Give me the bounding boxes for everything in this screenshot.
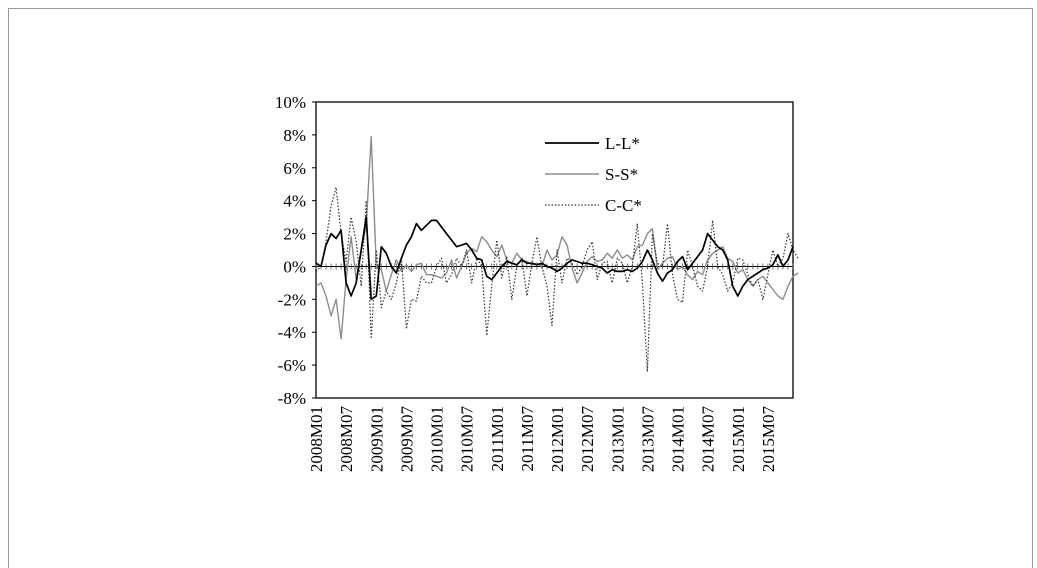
x-tick-label: 2013M07 [638, 406, 657, 473]
y-tick-label: 0% [283, 257, 306, 276]
plot-border [315, 101, 794, 399]
x-tick-label: 2011M07 [518, 406, 537, 472]
plot-area [315, 101, 794, 399]
y-tick-label: -6% [278, 356, 306, 375]
y-tick-label: 4% [283, 192, 306, 211]
x-tick-label: 2013M01 [608, 406, 627, 472]
x-tick-label: 2010M01 [428, 406, 447, 472]
y-tick-label: -2% [278, 290, 306, 309]
x-tick-label: 2008M01 [307, 406, 326, 472]
x-tick-label: 2014M07 [699, 406, 718, 473]
series-line-ss [315, 135, 799, 340]
series-layer [315, 135, 799, 373]
y-axis: 10% 8% 6% 4% 2% 0% -2% -4% -6% -8% [275, 93, 316, 408]
y-tick-label: 10% [275, 93, 306, 112]
series-line-ll [315, 216, 794, 301]
y-tick-label: -4% [278, 323, 306, 342]
x-tick-label: 2009M01 [367, 406, 386, 472]
y-tick-label: 2% [283, 225, 306, 244]
x-tick-label: 2015M01 [729, 406, 748, 472]
x-axis: 2008M01 2008M07 2009M01 2009M07 2010M01 2010M… [307, 263, 794, 473]
series-line-cc [315, 186, 799, 373]
x-tick-label: 2009M07 [397, 406, 416, 473]
y-tick-label: -8% [278, 389, 306, 408]
x-tick-label: 2014M01 [669, 406, 688, 472]
legend: L-L* S-S* C-C* [545, 134, 642, 215]
y-tick-label: 6% [283, 159, 306, 178]
x-tick-label: 2012M01 [548, 406, 567, 472]
legend-label: C-C* [605, 196, 642, 215]
figure-frame: 10% 8% 6% 4% 2% 0% -2% -4% -6% -8% 2008M01 2008M07… [8, 8, 1033, 568]
y-tick-label: 8% [283, 126, 306, 145]
x-tick-label: 2008M07 [337, 406, 356, 473]
legend-label: L-L* [605, 134, 640, 153]
x-tick-label: 2015M07 [759, 406, 778, 473]
x-tick-label: 2010M07 [458, 406, 477, 473]
x-tick-label: 2012M07 [578, 406, 597, 473]
line-chart: 10% 8% 6% 4% 2% 0% -2% -4% -6% -8% 2008M01 2008M07… [275, 93, 799, 473]
x-tick-label: 2011M01 [488, 406, 507, 472]
legend-label: S-S* [605, 165, 638, 184]
